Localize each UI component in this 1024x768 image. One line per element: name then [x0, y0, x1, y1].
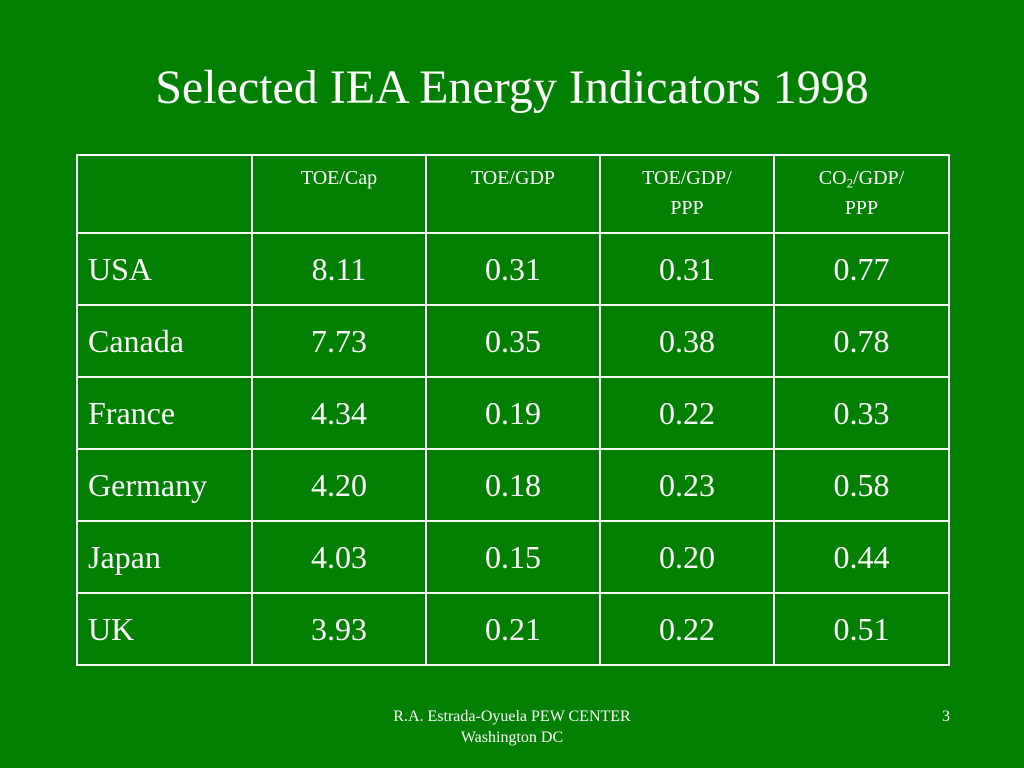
- cell-toe-cap: 4.34: [251, 376, 427, 450]
- cell-co2-gdp-ppp: 0.51: [773, 592, 950, 666]
- indicators-table: TOE/Cap TOE/GDP TOE/GDP/ PPP CO2/GDP/ PP…: [76, 154, 950, 666]
- header-toe-gdp: TOE/GDP: [425, 154, 601, 234]
- row-country-label: France: [76, 376, 253, 450]
- header-toe-gdp-ppp-line2: PPP: [670, 197, 704, 219]
- cell-toe-cap: 4.03: [251, 520, 427, 594]
- cell-co2-gdp-ppp: 0.77: [773, 232, 950, 306]
- cell-co2-gdp-ppp: 0.44: [773, 520, 950, 594]
- cell-co2-gdp-ppp: 0.58: [773, 448, 950, 522]
- header-corner-cell: [76, 154, 253, 234]
- cell-toe-gdp-ppp: 0.23: [599, 448, 775, 522]
- table-row: Germany 4.20 0.18 0.23 0.58: [76, 448, 950, 522]
- cell-toe-gdp: 0.21: [425, 592, 601, 666]
- header-co2-prefix: CO: [818, 167, 847, 189]
- table-row: USA 8.11 0.31 0.31 0.77: [76, 232, 950, 306]
- header-toe-gdp-ppp-line1: TOE/GDP/: [642, 167, 732, 189]
- slide-title: Selected IEA Energy Indicators 1998: [155, 61, 869, 114]
- cell-toe-gdp-ppp: 0.22: [599, 376, 775, 450]
- cell-toe-gdp: 0.31: [425, 232, 601, 306]
- footer-line-author: R.A. Estrada-Oyuela PEW CENTER: [393, 708, 631, 725]
- header-toe-cap: TOE/Cap: [251, 154, 427, 234]
- row-country-label: Germany: [76, 448, 253, 522]
- cell-toe-cap: 3.93: [251, 592, 427, 666]
- row-country-label: UK: [76, 592, 253, 666]
- header-co2-subscript: 2: [846, 175, 854, 191]
- footer-credit: R.A. Estrada-Oyuela PEW CENTER Washingto…: [312, 706, 712, 748]
- table-row: Canada 7.73 0.35 0.38 0.78: [76, 304, 950, 378]
- cell-toe-cap: 8.11: [251, 232, 427, 306]
- cell-toe-gdp-ppp: 0.22: [599, 592, 775, 666]
- footer-line-location: Washington DC: [460, 729, 564, 746]
- table-row: Japan 4.03 0.15 0.20 0.44: [76, 520, 950, 594]
- header-co2-suffix: /GDP/: [853, 167, 905, 189]
- header-toe-gdp-ppp: TOE/GDP/ PPP: [599, 154, 775, 234]
- cell-co2-gdp-ppp: 0.33: [773, 376, 950, 450]
- cell-toe-cap: 7.73: [251, 304, 427, 378]
- cell-toe-gdp-ppp: 0.38: [599, 304, 775, 378]
- table-row: UK 3.93 0.21 0.22 0.51: [76, 592, 950, 666]
- cell-toe-gdp-ppp: 0.20: [599, 520, 775, 594]
- cell-co2-gdp-ppp: 0.78: [773, 304, 950, 378]
- cell-toe-cap: 4.20: [251, 448, 427, 522]
- header-co2-gdp-ppp: CO2/GDP/ PPP: [773, 154, 950, 234]
- slide-number: 3: [942, 708, 950, 725]
- table-header-row: TOE/Cap TOE/GDP TOE/GDP/ PPP CO2/GDP/ PP…: [76, 154, 950, 234]
- cell-toe-gdp: 0.35: [425, 304, 601, 378]
- cell-toe-gdp: 0.19: [425, 376, 601, 450]
- row-country-label: Canada: [76, 304, 253, 378]
- cell-toe-gdp: 0.15: [425, 520, 601, 594]
- cell-toe-gdp-ppp: 0.31: [599, 232, 775, 306]
- row-country-label: Japan: [76, 520, 253, 594]
- row-country-label: USA: [76, 232, 253, 306]
- table-row: France 4.34 0.19 0.22 0.33: [76, 376, 950, 450]
- cell-toe-gdp: 0.18: [425, 448, 601, 522]
- header-co2-gdp-ppp-line2: PPP: [844, 197, 879, 219]
